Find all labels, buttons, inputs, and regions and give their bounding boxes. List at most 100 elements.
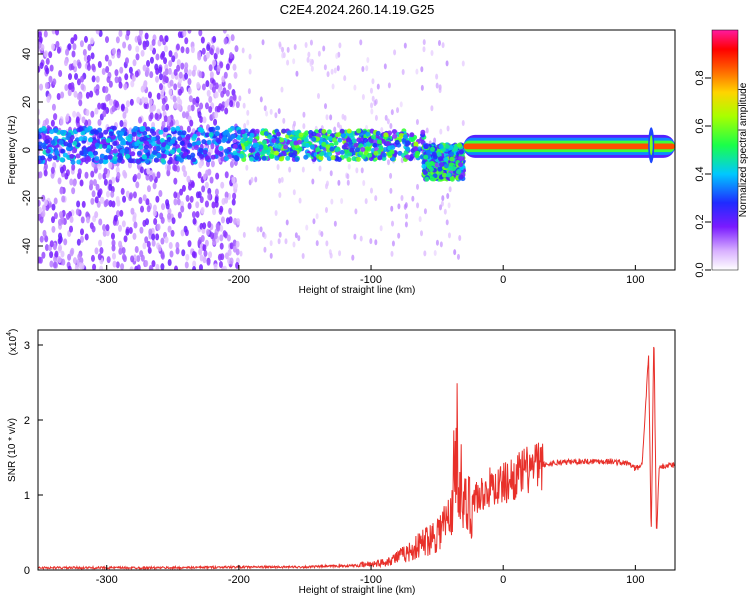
heatmap-cell	[164, 236, 169, 244]
heatmap-cell	[43, 169, 48, 177]
heatmap-cell	[111, 47, 116, 55]
heatmap-cell	[198, 127, 204, 133]
heatmap-cell	[53, 113, 58, 121]
heatmap-cell	[63, 141, 69, 147]
heatmap-cell	[142, 130, 148, 136]
heatmap-cell	[122, 169, 127, 177]
heatmap-cell	[59, 118, 64, 126]
heatmap-cell	[374, 195, 378, 202]
heatmap-cell	[404, 221, 408, 228]
heatmap-cell	[387, 159, 391, 166]
heatmap-cell	[376, 139, 382, 145]
heatmap-cell	[180, 62, 185, 70]
heatmap-cell	[219, 224, 224, 232]
heatmap-cell	[337, 137, 343, 143]
heatmap-cell	[416, 202, 420, 209]
heatmap-cell	[173, 101, 178, 109]
heatmap-cell	[348, 132, 354, 138]
heatmap-cell	[95, 30, 100, 35]
heatmap-cell	[78, 126, 84, 132]
heatmap-cell	[90, 110, 95, 118]
heatmap-cell	[458, 235, 462, 242]
heatmap-cell	[195, 191, 200, 199]
heatmap-cell	[122, 111, 127, 119]
heatmap-cell	[103, 158, 109, 164]
heatmap-cell	[364, 198, 368, 205]
heatmap-cell	[76, 238, 81, 246]
heatmap-cell	[40, 44, 45, 52]
heatmap-cell	[335, 132, 341, 138]
heatmap-cell	[141, 154, 147, 160]
heatmap-cell	[375, 130, 381, 136]
heatmap-cell	[215, 125, 221, 131]
heatmap-cell	[214, 82, 219, 90]
heatmap-cell	[187, 30, 192, 34]
heatmap-cell	[104, 54, 109, 62]
heatmap-cell	[204, 181, 209, 189]
heatmap-cell	[72, 179, 77, 187]
heatmap-cell	[205, 51, 210, 59]
heatmap-cell	[118, 155, 124, 161]
heatmap-cell	[114, 69, 119, 77]
heatmap-cell	[191, 211, 196, 219]
heatmap-cell	[229, 257, 234, 265]
heatmap-cell	[372, 142, 378, 148]
spectrogram-y-tick-label: -40	[21, 238, 33, 254]
heatmap-cell	[293, 130, 299, 136]
heatmap-cell	[168, 60, 173, 68]
heatmap-cell	[129, 98, 134, 106]
heatmap-cell	[315, 213, 319, 220]
heatmap-cell	[103, 200, 108, 208]
heatmap-cell	[187, 87, 192, 95]
heatmap-cell	[285, 219, 289, 226]
heatmap-cell	[91, 63, 96, 71]
heatmap-cell	[391, 220, 395, 227]
heatmap-cell	[126, 30, 131, 37]
heatmap-cell	[80, 216, 85, 224]
heatmap-cell	[187, 142, 193, 148]
heatmap-cell	[415, 68, 419, 75]
heatmap-cell	[44, 118, 49, 126]
heatmap-cell	[390, 250, 394, 257]
heatmap-cell	[145, 198, 150, 206]
heatmap-cell	[178, 157, 184, 163]
heatmap-cell	[201, 47, 206, 55]
heatmap-cell	[249, 156, 255, 162]
heatmap-cell	[248, 53, 252, 60]
heatmap-cell	[148, 264, 153, 270]
heatmap-cell	[445, 172, 451, 178]
heatmap-cell	[156, 223, 161, 231]
heatmap-cell	[149, 128, 155, 134]
heatmap-cell	[236, 218, 241, 226]
heatmap-cell	[175, 143, 181, 149]
heatmap-cell	[144, 158, 150, 164]
heatmap-cell	[288, 166, 292, 173]
heatmap-cell	[149, 112, 154, 120]
heatmap-cell	[91, 190, 96, 198]
heatmap-cell	[436, 151, 442, 157]
heatmap-cell	[224, 196, 229, 204]
heatmap-cell	[129, 192, 134, 200]
heatmap-cell	[112, 141, 118, 147]
heatmap-cell	[304, 130, 310, 136]
heatmap-cell	[137, 35, 142, 43]
heatmap-cell	[222, 265, 227, 270]
heatmap-cell	[333, 67, 337, 74]
heatmap-cell	[50, 140, 56, 146]
heatmap-cell	[160, 52, 165, 60]
heatmap-cell	[286, 130, 292, 136]
heatmap-cell	[208, 64, 213, 72]
heatmap-cell	[90, 37, 95, 45]
heatmap-cell	[288, 152, 294, 158]
heatmap-cell	[111, 200, 116, 208]
heatmap-cell	[205, 169, 210, 177]
heatmap-cell	[198, 161, 203, 169]
heatmap-cell	[80, 228, 85, 236]
heatmap-cell	[420, 66, 424, 73]
heatmap-cell	[192, 217, 197, 225]
heatmap-cell	[104, 86, 109, 94]
heatmap-cell	[70, 37, 75, 45]
heatmap-cell	[84, 171, 89, 179]
heatmap-cell	[277, 108, 281, 115]
heatmap-cell	[205, 228, 210, 236]
